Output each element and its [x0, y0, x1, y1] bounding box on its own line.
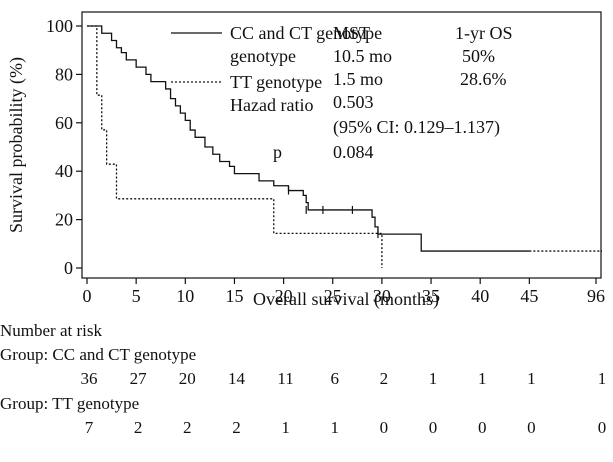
curves	[87, 25, 602, 268]
hazard-ci: (95% CI: 0.129–1.137)	[333, 117, 500, 138]
mst-series-2: 1.5 mo	[333, 69, 383, 89]
p-label: p	[273, 142, 282, 162]
x-tick-label-9: 45	[520, 286, 538, 306]
x-tick-label-1: 5	[132, 286, 141, 306]
x-tick-label-10: 96	[587, 286, 605, 306]
os-header: 1-yr OS	[455, 23, 513, 43]
x-tick-label-2: 10	[176, 286, 194, 306]
y-tick-label-2: 40	[55, 161, 73, 181]
mst-header: MST	[333, 23, 370, 43]
x-tick-label-3: 15	[225, 286, 243, 306]
y-tick-label-0: 0	[64, 258, 73, 278]
legend: CC and CT genotype genotype TT genotype …	[171, 23, 513, 162]
legend-series-1-line2: genotype	[230, 46, 296, 66]
hazard-label: Hazad ratio	[230, 95, 313, 115]
p-value: 0.084	[333, 142, 374, 162]
x-tick-label-6: 30	[373, 286, 391, 306]
series-cc-ct-line	[87, 25, 530, 252]
y-tick-label-3: 60	[55, 113, 73, 133]
axes	[81, 11, 602, 279]
y-tick-label-4: 80	[55, 64, 73, 84]
series-tt-line	[87, 25, 383, 268]
hazard-value: 0.503	[333, 92, 374, 112]
legend-series-1: CC and CT genotype	[230, 23, 382, 43]
os-series-2: 28.6%	[460, 69, 507, 89]
y-tick-label-1: 20	[55, 210, 73, 230]
plot-frame	[81, 11, 602, 279]
legend-series-2: TT genotype	[230, 72, 322, 92]
x-tick-label-5: 25	[324, 286, 342, 306]
x-tick-label-7: 35	[422, 286, 440, 306]
x-tick-label-0: 0	[83, 286, 92, 306]
x-tick-label-4: 20	[275, 286, 293, 306]
y-tick-label-5: 100	[46, 16, 73, 36]
y-axis-label: Survival probability (%)	[6, 57, 27, 233]
x-axis-label: Overall survival (months)	[253, 289, 439, 310]
x-tick-label-8: 40	[471, 286, 489, 306]
mst-series-1: 10.5 mo	[333, 46, 392, 66]
tick-group: 0 20 40 60 80 100 0 5 10 15 20 25 30 35 40 45 96	[46, 16, 605, 306]
os-series-1: 50%	[462, 46, 495, 66]
